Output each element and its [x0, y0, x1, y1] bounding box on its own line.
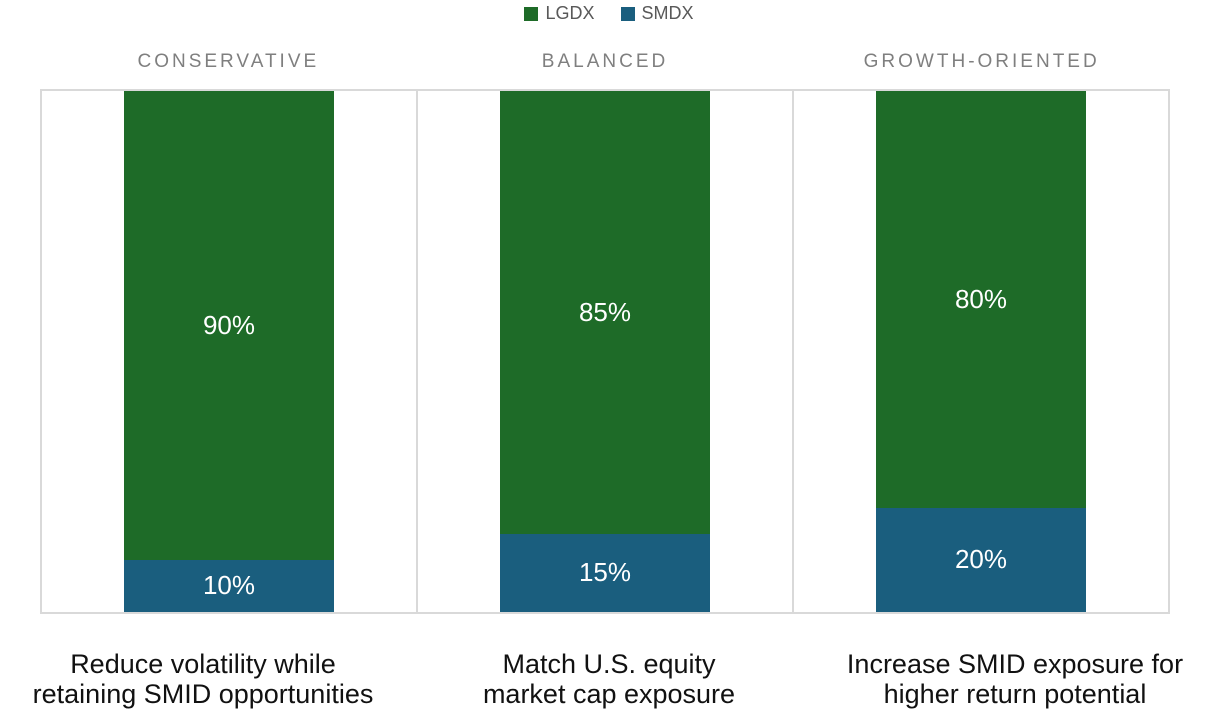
column-header-balanced: BALANCED [541, 51, 669, 72]
bar-segment-lgdx: 85% [500, 91, 710, 534]
legend-label-lgdx: LGDX [545, 3, 595, 23]
bar-segment-smdx: 10% [124, 559, 334, 612]
annotation-line: higher return potential [883, 679, 1147, 709]
column-header-conservative: CONSERVATIVE [137, 51, 320, 72]
column-headers: CONSERVATIVE BALANCED GROWTH-ORIENTED [40, 51, 1170, 73]
plot-area: 90% 10% 85% 15% 80% [40, 89, 1170, 614]
smdx-swatch-icon [620, 6, 635, 21]
annotation-line: Reduce volatility while [70, 649, 336, 679]
annotation-growth-oriented: Increase SMID exposure for higher return… [812, 649, 1218, 709]
bar-segment-lgdx: 90% [124, 91, 334, 560]
chart-panel-conservative: 90% 10% [42, 91, 416, 612]
stacked-bar-growth-oriented: 80% 20% [876, 91, 1086, 612]
annotation-line: Increase SMID exposure for [846, 649, 1184, 679]
chart-panel-growth-oriented: 80% 20% [792, 91, 1168, 612]
annotation-line: market cap exposure [482, 679, 736, 709]
bar-segment-smdx: 20% [876, 507, 1086, 612]
legend-item-lgdx: LGDX [524, 3, 595, 24]
segment-value-label: 85% [578, 296, 632, 327]
bar-segment-lgdx: 80% [876, 91, 1086, 508]
annotation-line: Match U.S. equity [502, 649, 716, 679]
chart-panel-balanced: 85% 15% [416, 91, 792, 612]
annotation-conservative: Reduce volatility while retaining SMID o… [0, 649, 406, 709]
annotation-balanced: Match U.S. equity market cap exposure [406, 649, 812, 709]
annotations-row: Reduce volatility while retaining SMID o… [0, 649, 1218, 709]
lgdx-swatch-icon [524, 6, 539, 21]
segment-value-label: 80% [954, 283, 1008, 314]
stacked-bar-balanced: 85% 15% [500, 91, 710, 612]
legend-item-smdx: SMDX [620, 3, 694, 24]
legend-label-smdx: SMDX [641, 3, 694, 23]
segment-value-label: 15% [578, 557, 632, 588]
column-header-growth-oriented: GROWTH-ORIENTED [863, 51, 1100, 72]
segment-value-label: 90% [202, 309, 256, 340]
stacked-bar-conservative: 90% 10% [124, 91, 334, 612]
bar-segment-smdx: 15% [500, 533, 710, 612]
legend: LGDX SMDX [0, 3, 1218, 24]
annotation-line: retaining SMID opportunities [32, 679, 374, 709]
segment-value-label: 20% [954, 544, 1008, 575]
segment-value-label: 10% [202, 570, 256, 601]
